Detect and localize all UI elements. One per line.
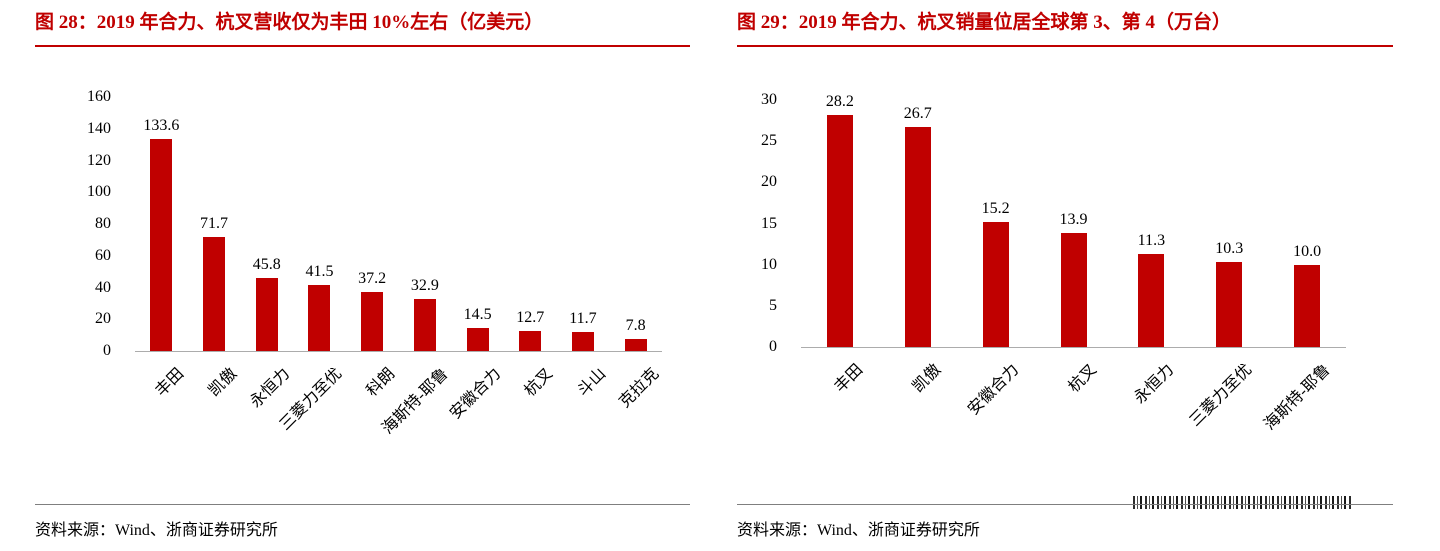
x-axis-category-label: 三菱力至优 — [1186, 361, 1256, 430]
y-axis-tick-label: 140 — [87, 119, 111, 137]
bars-area: 133.6 丰田 71.7 凯傲 45.8 永恒力 41.5 三菱力至优 37.2 科朗 32.9 海… — [135, 97, 662, 438]
y-axis-tick-label: 30 — [761, 91, 777, 108]
y-axis-tick-label: 10 — [761, 255, 777, 273]
bar-value-label: 13.9 — [1059, 210, 1088, 228]
bar — [904, 127, 931, 347]
x-axis-category-label: 杭叉 — [1065, 361, 1100, 396]
y-axis-tick-label: 60 — [95, 246, 111, 264]
bar-value-label: 26.7 — [903, 105, 932, 123]
bar — [571, 332, 594, 351]
x-axis-category-label: 凯傲 — [909, 361, 945, 396]
bar-group: 13.9 杭叉 — [1035, 100, 1113, 396]
source-note: 资料来源：Wind、浙商证券研究所 — [35, 504, 690, 540]
x-axis-category-label: 丰田 — [831, 361, 867, 396]
bar — [1138, 253, 1165, 347]
x-axis-category-label: 克拉克 — [615, 365, 662, 412]
bars-area: 28.2 丰田 26.7 凯傲 15.2 安徽合力 13.9 杭叉 11.3 永恒力 10.3 三菱力… — [801, 93, 1346, 434]
x-axis-category-label: 海斯特-耶鲁 — [1260, 361, 1334, 434]
bar — [1060, 232, 1087, 347]
bar-group: 14.5 安徽合力 — [447, 97, 504, 423]
bar-group: 26.7 凯傲 — [879, 100, 957, 396]
x-axis-category-label: 凯傲 — [205, 365, 241, 400]
bar-group: 133.6 丰田 — [135, 97, 188, 400]
bar — [308, 285, 331, 351]
plot-area: 0 20 40 60 80 100 120 140 160 133.6 丰田 71.7 凯傲 45.8 永… — [87, 88, 662, 438]
bar — [826, 114, 853, 347]
bar — [361, 291, 384, 351]
x-axis-category-label: 永恒力 — [1131, 361, 1178, 408]
bar — [624, 338, 647, 351]
source-note: 资料来源：Wind、浙商证券研究所 — [737, 504, 1393, 540]
plot-area: 0 5 10 15 20 25 30 28.2 丰田 26.7 凯傲 15.2 安徽合力 13.9 杭叉 1… — [761, 91, 1346, 434]
bar-group: 71.7 凯傲 — [188, 97, 241, 400]
bar-value-label: 37.2 — [358, 269, 387, 287]
y-axis-tick-label: 20 — [95, 310, 111, 328]
bar-group: 15.2 安徽合力 — [957, 100, 1035, 419]
bar-value-label: 7.8 — [625, 316, 646, 334]
x-axis-category-label: 科朗 — [363, 365, 399, 400]
bar-group: 11.3 永恒力 — [1112, 100, 1190, 407]
bar — [150, 138, 173, 351]
y-axis-tick-label: 15 — [761, 214, 777, 232]
bar — [255, 278, 278, 351]
figure-29-panel: 图 29：2019 年合力、杭叉销量位居全球第 3、第 4（万台） 0 5 10 15… — [737, 10, 1393, 541]
bar-group: 37.2 科朗 — [346, 97, 399, 400]
y-axis-tick-label: 0 — [103, 342, 111, 359]
bar — [1216, 262, 1243, 347]
bar-group: 45.8 永恒力 — [240, 97, 293, 411]
bar-value-label: 11.3 — [1137, 231, 1166, 249]
bar-value-label: 14.5 — [463, 305, 492, 323]
bar-group: 10.0 海斯特-耶鲁 — [1261, 100, 1346, 434]
bar — [1294, 264, 1321, 347]
bar-value-label: 45.8 — [252, 256, 281, 274]
y-axis-tick-label: 100 — [87, 183, 111, 201]
y-axis-tick-label: 80 — [95, 215, 111, 232]
y-axis-tick-label: 5 — [769, 296, 777, 314]
figure-29-bar-chart: 0 5 10 15 20 25 30 28.2 丰田 26.7 凯傲 15.2 安徽合力 13.9 杭叉 1… — [737, 91, 1393, 434]
y-axis-tick-label: 160 — [87, 88, 111, 105]
bar-value-label: 32.9 — [410, 276, 439, 294]
bar-value-label: 28.2 — [825, 92, 854, 110]
bar-value-label: 133.6 — [143, 116, 180, 134]
figure-28-bar-chart: 0 20 40 60 80 100 120 140 160 133.6 丰田 71.7 凯傲 45.8 永… — [35, 88, 690, 438]
bar-value-label: 15.2 — [981, 199, 1010, 217]
y-axis: 0 20 40 60 80 100 120 140 160 — [35, 88, 111, 359]
figure-28-panel: 图 28：2019 年合力、杭叉营收仅为丰田 10%左右（亿美元） 0 20 40 6… — [35, 10, 690, 541]
bar — [519, 330, 542, 351]
source-text: 资料来源：Wind、浙商证券研究所 — [737, 522, 980, 539]
bar-value-label: 11.7 — [569, 310, 597, 328]
bar-group: 28.2 丰田 — [801, 93, 879, 396]
bar-value-label: 12.7 — [516, 308, 545, 326]
bar-group: 11.7 斗山 — [557, 97, 610, 399]
artifact-text-strip — [1133, 496, 1351, 509]
bar-group: 7.8 克拉克 — [609, 97, 662, 412]
bar — [203, 237, 226, 351]
y-axis-tick-label: 120 — [87, 151, 111, 169]
bar-value-label: 10.0 — [1293, 242, 1322, 260]
y-axis-tick-label: 20 — [761, 173, 777, 191]
bar-value-label: 41.5 — [305, 263, 334, 281]
x-axis-category-label: 斗山 — [574, 365, 610, 400]
y-axis-tick-label: 0 — [769, 338, 777, 355]
y-axis-tick-label: 25 — [761, 132, 777, 150]
bar — [413, 298, 436, 351]
figure-29-title: 图 29：2019 年合力、杭叉销量位居全球第 3、第 4（万台） — [737, 10, 1393, 47]
bar-value-label: 10.3 — [1215, 240, 1244, 258]
x-axis-category-label: 安徽合力 — [446, 365, 504, 423]
y-axis-tick-label: 40 — [95, 278, 111, 296]
bar-group: 32.9 海斯特-耶鲁 — [379, 97, 452, 438]
figure-28-title: 图 28：2019 年合力、杭叉营收仅为丰田 10%左右（亿美元） — [35, 10, 690, 47]
x-axis-category-label: 杭叉 — [521, 365, 557, 400]
source-text: 资料来源：Wind、浙商证券研究所 — [35, 522, 278, 539]
x-axis-category-label: 丰田 — [152, 365, 188, 400]
bar — [982, 221, 1009, 347]
bar-group: 12.7 杭叉 — [504, 97, 557, 400]
bar — [466, 327, 489, 351]
bar-group: 41.5 三菱力至优 — [277, 97, 346, 434]
bar-group: 10.3 三菱力至优 — [1187, 100, 1268, 430]
y-axis: 0 5 10 15 20 25 30 — [737, 91, 777, 355]
bar-value-label: 71.7 — [200, 215, 229, 233]
x-axis-category-label: 安徽合力 — [964, 361, 1022, 419]
